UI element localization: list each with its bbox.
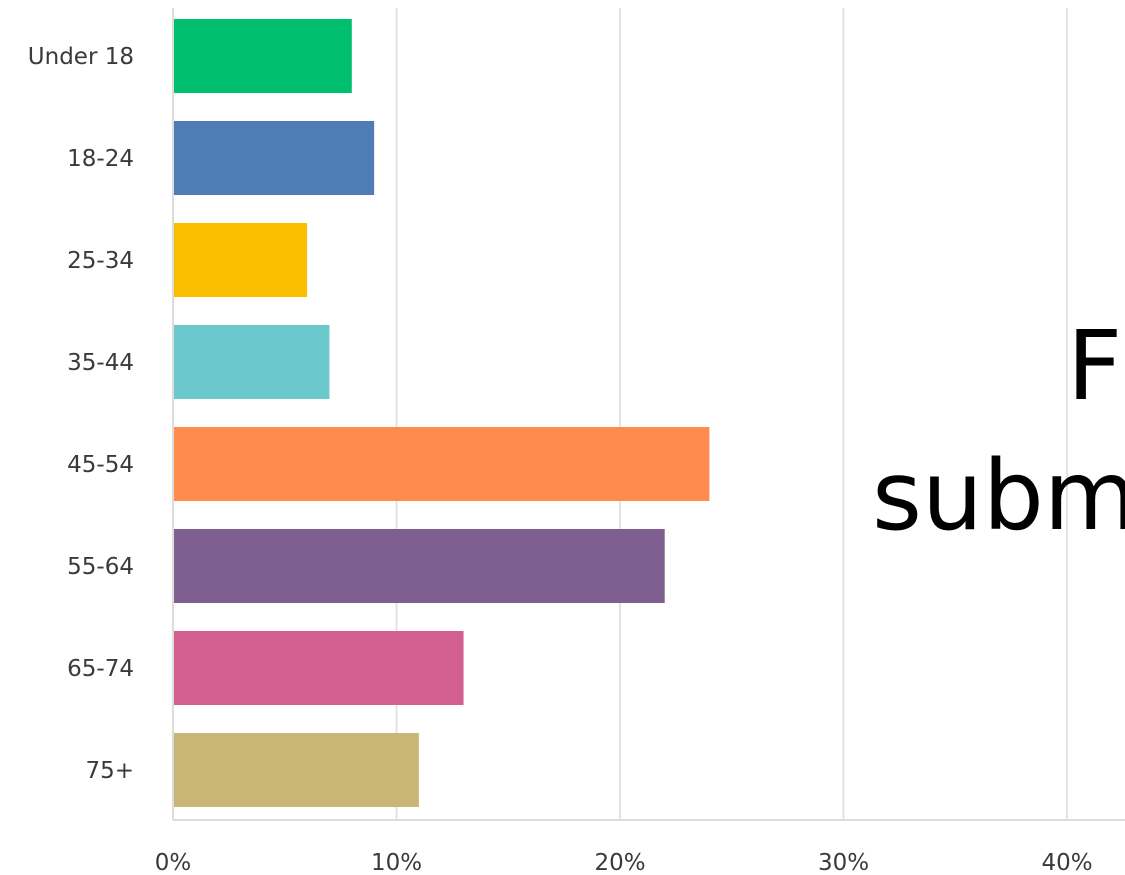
category-label: 25-34 <box>67 248 134 274</box>
category-label: Under 18 <box>28 44 134 70</box>
bar-55-64 <box>173 529 665 603</box>
category-label: 35-44 <box>67 350 134 376</box>
category-label: 65-74 <box>67 656 134 682</box>
category-label: 75+ <box>85 758 134 784</box>
bar-75- <box>173 733 419 807</box>
bar-18-24 <box>173 121 375 195</box>
category-labels: Under 18 18-24 25-34 35-44 45-54 55-64 65-74 75… <box>28 44 134 784</box>
category-label: 55-64 <box>67 554 134 580</box>
overlay-title-line-1: F <box>1067 310 1123 422</box>
axes <box>172 8 1125 821</box>
bar-45-54 <box>173 427 710 501</box>
bars <box>173 19 710 807</box>
bar-35-44 <box>173 325 330 399</box>
bar-under-18 <box>173 19 352 93</box>
x-tick-label: 30% <box>818 850 869 875</box>
x-tick-label: 40% <box>1041 850 1092 875</box>
category-label: 18-24 <box>67 146 134 172</box>
x-tick-label: 10% <box>371 850 422 875</box>
bar-65-74 <box>173 631 464 705</box>
bar-25-34 <box>173 223 308 297</box>
overlay-title-line-2: subm <box>872 440 1125 552</box>
category-label: 45-54 <box>67 452 134 478</box>
x-tick-labels: 0% 10% 20% 30% 40% <box>155 850 1093 875</box>
gridlines <box>395 8 1068 820</box>
x-tick-label: 0% <box>155 850 192 875</box>
x-tick-label: 20% <box>594 850 645 875</box>
